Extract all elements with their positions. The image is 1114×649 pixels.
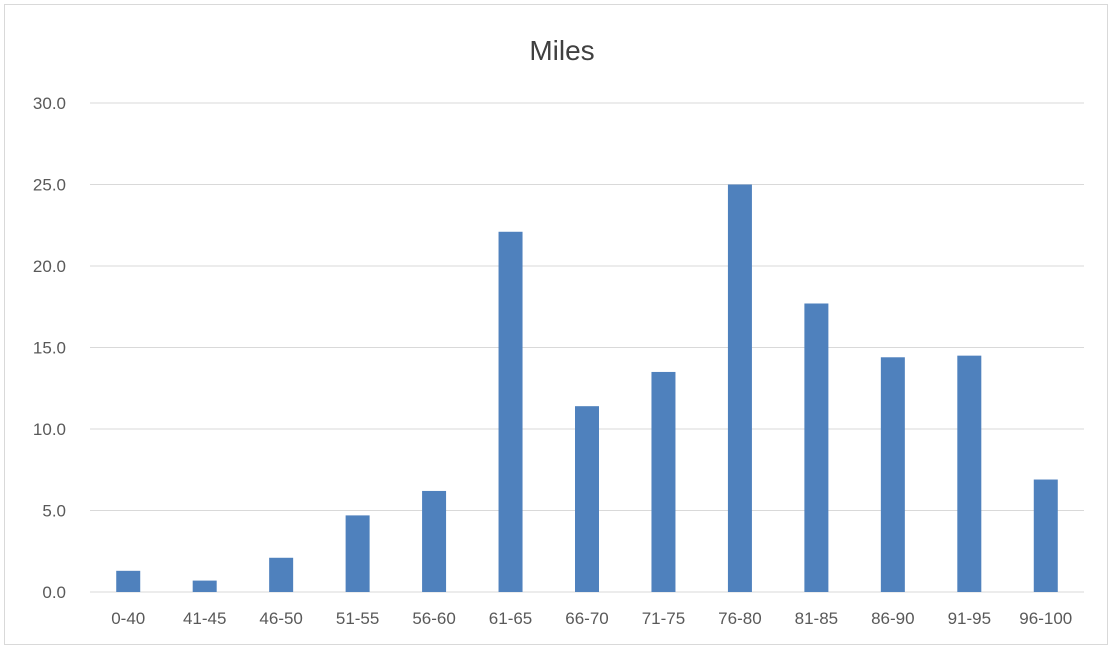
x-tick-label: 66-70 [565, 609, 608, 628]
x-tick-label: 61-65 [489, 609, 532, 628]
bar-41-45 [192, 580, 217, 592]
y-tick-label: 15.0 [33, 339, 66, 358]
bar-61-65 [498, 231, 523, 592]
y-axis-ticks: 0.0 5.0 10.0 15.0 20.0 25.0 30.0 [33, 94, 66, 602]
x-tick-label: 56-60 [412, 609, 455, 628]
bar-46-50 [269, 557, 294, 592]
bar-56-60 [422, 490, 447, 592]
y-tick-label: 20.0 [33, 257, 66, 276]
x-tick-label: 51-55 [336, 609, 379, 628]
x-tick-label: 81-85 [795, 609, 838, 628]
x-tick-label: 0-40 [111, 609, 145, 628]
bar-81-85 [804, 303, 829, 592]
x-tick-label: 46-50 [259, 609, 302, 628]
bars [116, 184, 1058, 592]
x-tick-label: 86-90 [871, 609, 914, 628]
y-tick-label: 25.0 [33, 176, 66, 195]
x-tick-label: 41-45 [183, 609, 226, 628]
gridlines [90, 102, 1084, 593]
bar-71-75 [651, 371, 676, 592]
y-tick-label: 10.0 [33, 420, 66, 439]
y-tick-label: 0.0 [42, 583, 66, 602]
bar-96-100 [1033, 479, 1058, 592]
bar-86-90 [880, 357, 905, 592]
bar-66-70 [575, 406, 599, 592]
bar-91-95 [957, 355, 982, 592]
x-tick-label: 96-100 [1019, 609, 1072, 628]
bar-0-40 [116, 570, 141, 592]
x-axis-ticks: 0-40 41-45 46-50 51-55 56-60 61-65 66-70 71-75 7… [111, 609, 1072, 628]
x-tick-label: 91-95 [948, 609, 991, 628]
chart-frame [4, 4, 1108, 645]
x-tick-label: 76-80 [718, 609, 761, 628]
chart-title: Miles [529, 35, 594, 66]
y-tick-label: 5.0 [42, 502, 66, 521]
x-tick-label: 71-75 [642, 609, 685, 628]
y-tick-label: 30.0 [33, 94, 66, 113]
bar-51-55 [345, 515, 370, 592]
bar-76-80 [727, 184, 752, 592]
